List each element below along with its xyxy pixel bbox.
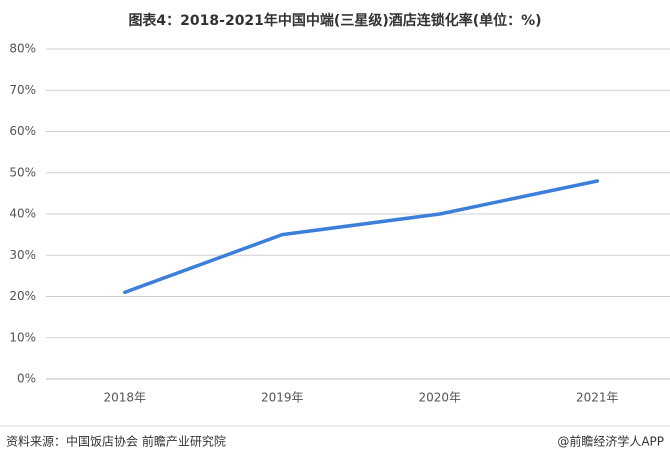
data-line <box>123 179 599 295</box>
x-tick-label: 2021年 <box>576 391 619 405</box>
chart-title: 图表4：2018-2021年中国中端(三星级)酒店连锁化率(单位：%) <box>128 12 541 29</box>
x-tick-label: 2018年 <box>103 391 146 405</box>
y-tick-label: 0% <box>17 372 36 386</box>
y-tick-label: 50% <box>9 165 36 179</box>
x-tick-label: 2019年 <box>261 391 304 405</box>
y-tick-label: 60% <box>9 124 36 138</box>
y-tick-label: 40% <box>9 207 36 221</box>
source-note: 资料来源：中国饭店协会 前瞻产业研究院 <box>6 434 226 449</box>
y-tick-label: 10% <box>9 330 36 344</box>
x-tick-label: 2020年 <box>418 391 461 405</box>
credit: @前瞻经济学人APP <box>557 434 664 449</box>
y-tick-label: 30% <box>9 248 36 262</box>
y-tick-label: 80% <box>9 42 36 56</box>
y-tick-label: 70% <box>9 83 36 97</box>
y-tick-label: 20% <box>9 289 36 303</box>
